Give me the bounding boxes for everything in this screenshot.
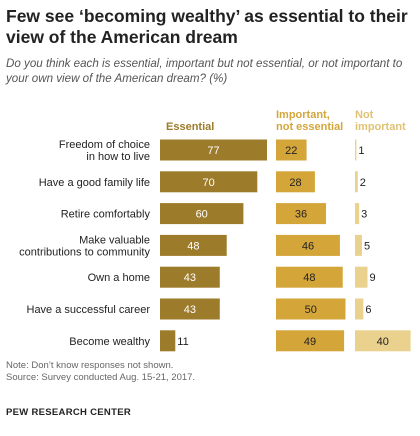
data-label: 49: [304, 336, 316, 348]
bar-0: [160, 171, 258, 193]
bar-0: [160, 266, 220, 288]
data-label: 5: [364, 240, 370, 252]
data-label: 40: [377, 336, 389, 348]
bar-2: [355, 330, 411, 352]
chart-title: Few see ‘becoming wealthy’ as essential …: [6, 6, 408, 47]
category-label: contributions to community: [19, 246, 150, 258]
bar-2: [355, 139, 357, 161]
bar-1: [276, 203, 327, 225]
bar-2: [355, 203, 360, 225]
data-label: 60: [196, 209, 208, 221]
data-label: 3: [361, 209, 367, 221]
category-label: Retire comfortably: [61, 209, 151, 221]
stacked-bar-chart: Essential Important,not essential Notimpor…: [19, 109, 411, 352]
category-label: in how to live: [86, 151, 150, 163]
bar-2: [355, 171, 358, 193]
footer-source: Source: Survey conducted Aug. 15-21, 201…: [6, 372, 196, 383]
data-label: 50: [305, 304, 317, 316]
data-label: 9: [370, 272, 376, 284]
category-label: Freedom of choice: [59, 139, 150, 151]
category-label: Become wealthy: [69, 336, 150, 348]
category-label: Have a good family life: [39, 177, 150, 189]
bar-0: [160, 203, 244, 225]
bar-0: [160, 139, 268, 161]
bar-0: [160, 298, 220, 320]
data-label: 43: [184, 304, 196, 316]
data-label: 48: [303, 272, 315, 284]
bar-2: [355, 298, 364, 320]
bar-0: [160, 234, 227, 256]
data-label: 2: [360, 177, 366, 189]
data-label: 46: [302, 240, 314, 252]
chart-subtitle: Do you think each is essential, importan…: [6, 57, 403, 85]
category-label: Own a home: [88, 272, 150, 284]
bar-2: [355, 266, 368, 288]
data-label: 11: [177, 336, 188, 348]
series-header-1: not essential: [276, 121, 343, 133]
bar-1: [276, 298, 346, 320]
bar-1: [276, 266, 343, 288]
data-label: 22: [285, 145, 297, 157]
data-label: 77: [207, 145, 219, 157]
data-label: 1: [358, 145, 364, 157]
data-label: 6: [365, 304, 371, 316]
bar-2: [355, 234, 362, 256]
bar-1: [276, 330, 345, 352]
data-label: 36: [295, 209, 307, 221]
data-label: 43: [184, 272, 196, 284]
series-header-2: Not: [355, 109, 374, 121]
series-header-1: Important,: [276, 109, 330, 121]
series-header-0: Essential: [166, 121, 214, 133]
series-header-2: important: [355, 121, 406, 133]
pew-logo-text: PEW RESEARCH CENTER: [6, 407, 131, 418]
data-label: 28: [289, 177, 301, 189]
chart-footer: Note: Don’t know responses not shown. So…: [6, 360, 416, 384]
category-label: Make valuable: [79, 234, 150, 246]
category-label: Have a successful career: [27, 304, 151, 316]
data-label: 70: [203, 177, 215, 189]
footer-note: Note: Don’t know responses not shown.: [6, 360, 174, 371]
bar-1: [276, 234, 340, 256]
bar-0: [160, 330, 176, 352]
bar-1: [276, 139, 307, 161]
data-label: 48: [187, 240, 199, 252]
bar-1: [276, 171, 315, 193]
